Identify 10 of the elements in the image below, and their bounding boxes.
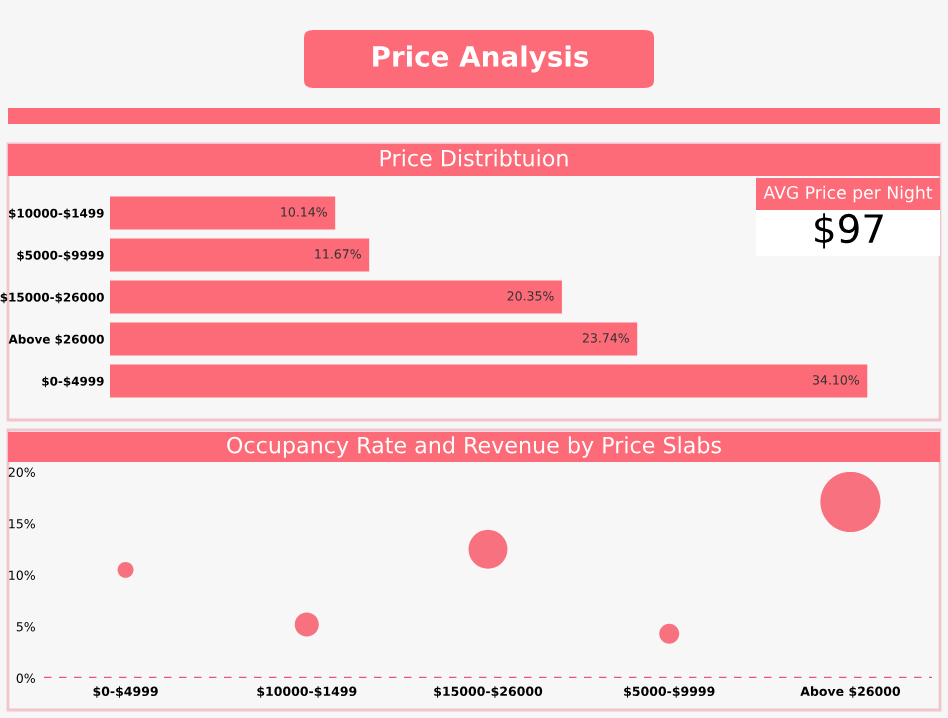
annotation: $97 — [815, 213, 883, 249]
text: Price Analysis — [373, 45, 589, 73]
bar — [110, 238, 370, 272]
bar — [110, 322, 638, 356]
bar — [110, 364, 868, 398]
chart-title: Price Distribtuion — [380, 149, 568, 167]
bar — [110, 280, 562, 314]
text: AVG Price per Night — [763, 185, 933, 203]
chart-title: Occupancy Rate and Revenue by Price Slabs — [227, 436, 721, 458]
bar — [110, 196, 336, 230]
